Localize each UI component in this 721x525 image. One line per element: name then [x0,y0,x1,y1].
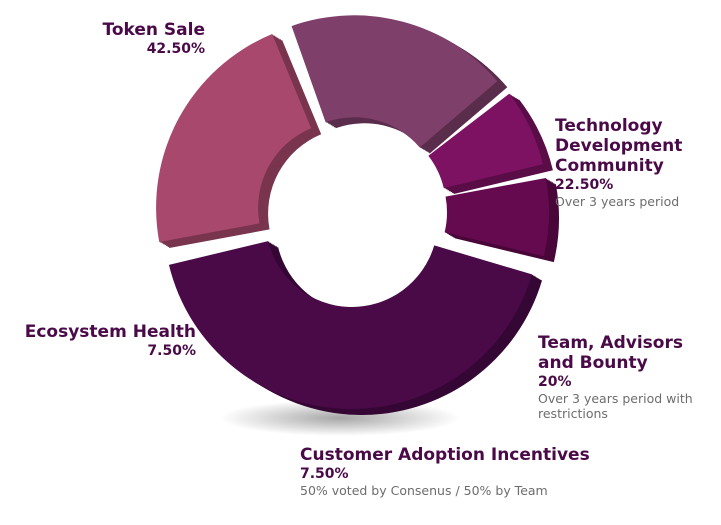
slice [291,15,498,148]
slice-label: Ecosystem Health 7.50% [6,322,196,360]
slice [168,241,533,409]
slice [428,93,543,189]
note: Over 3 years period [555,194,680,209]
slice-label: Team, Advisors and Bounty 20% Over 3 years… [538,333,713,421]
note: 50% voted by Consenus / 50% by Team [300,483,548,498]
note: Over 3 years period with restrictions [538,391,693,421]
value-label: 22.50% [555,177,614,193]
slice-label: Technology Development Community 22.50% Ov… [555,116,715,209]
value-label: 7.50% [300,466,349,482]
slice-label: Customer Adoption Incentives 7.50% 50% vot… [300,445,600,498]
slices [156,15,549,409]
value-label: 7.50% [147,343,196,359]
category-label: Customer Adoption Incentives [300,445,590,465]
category-label: Token Sale [102,20,206,40]
category-label: Team, Advisors and Bounty [538,333,683,373]
value-label: 42.50% [146,41,205,57]
slice [156,34,312,242]
category-label: Technology Development Community [555,116,683,176]
category-label: Ecosystem Health [24,322,196,342]
value-label: 20% [538,374,572,390]
slice [444,177,549,257]
slice-label: Token Sale 42.50% [40,20,206,58]
